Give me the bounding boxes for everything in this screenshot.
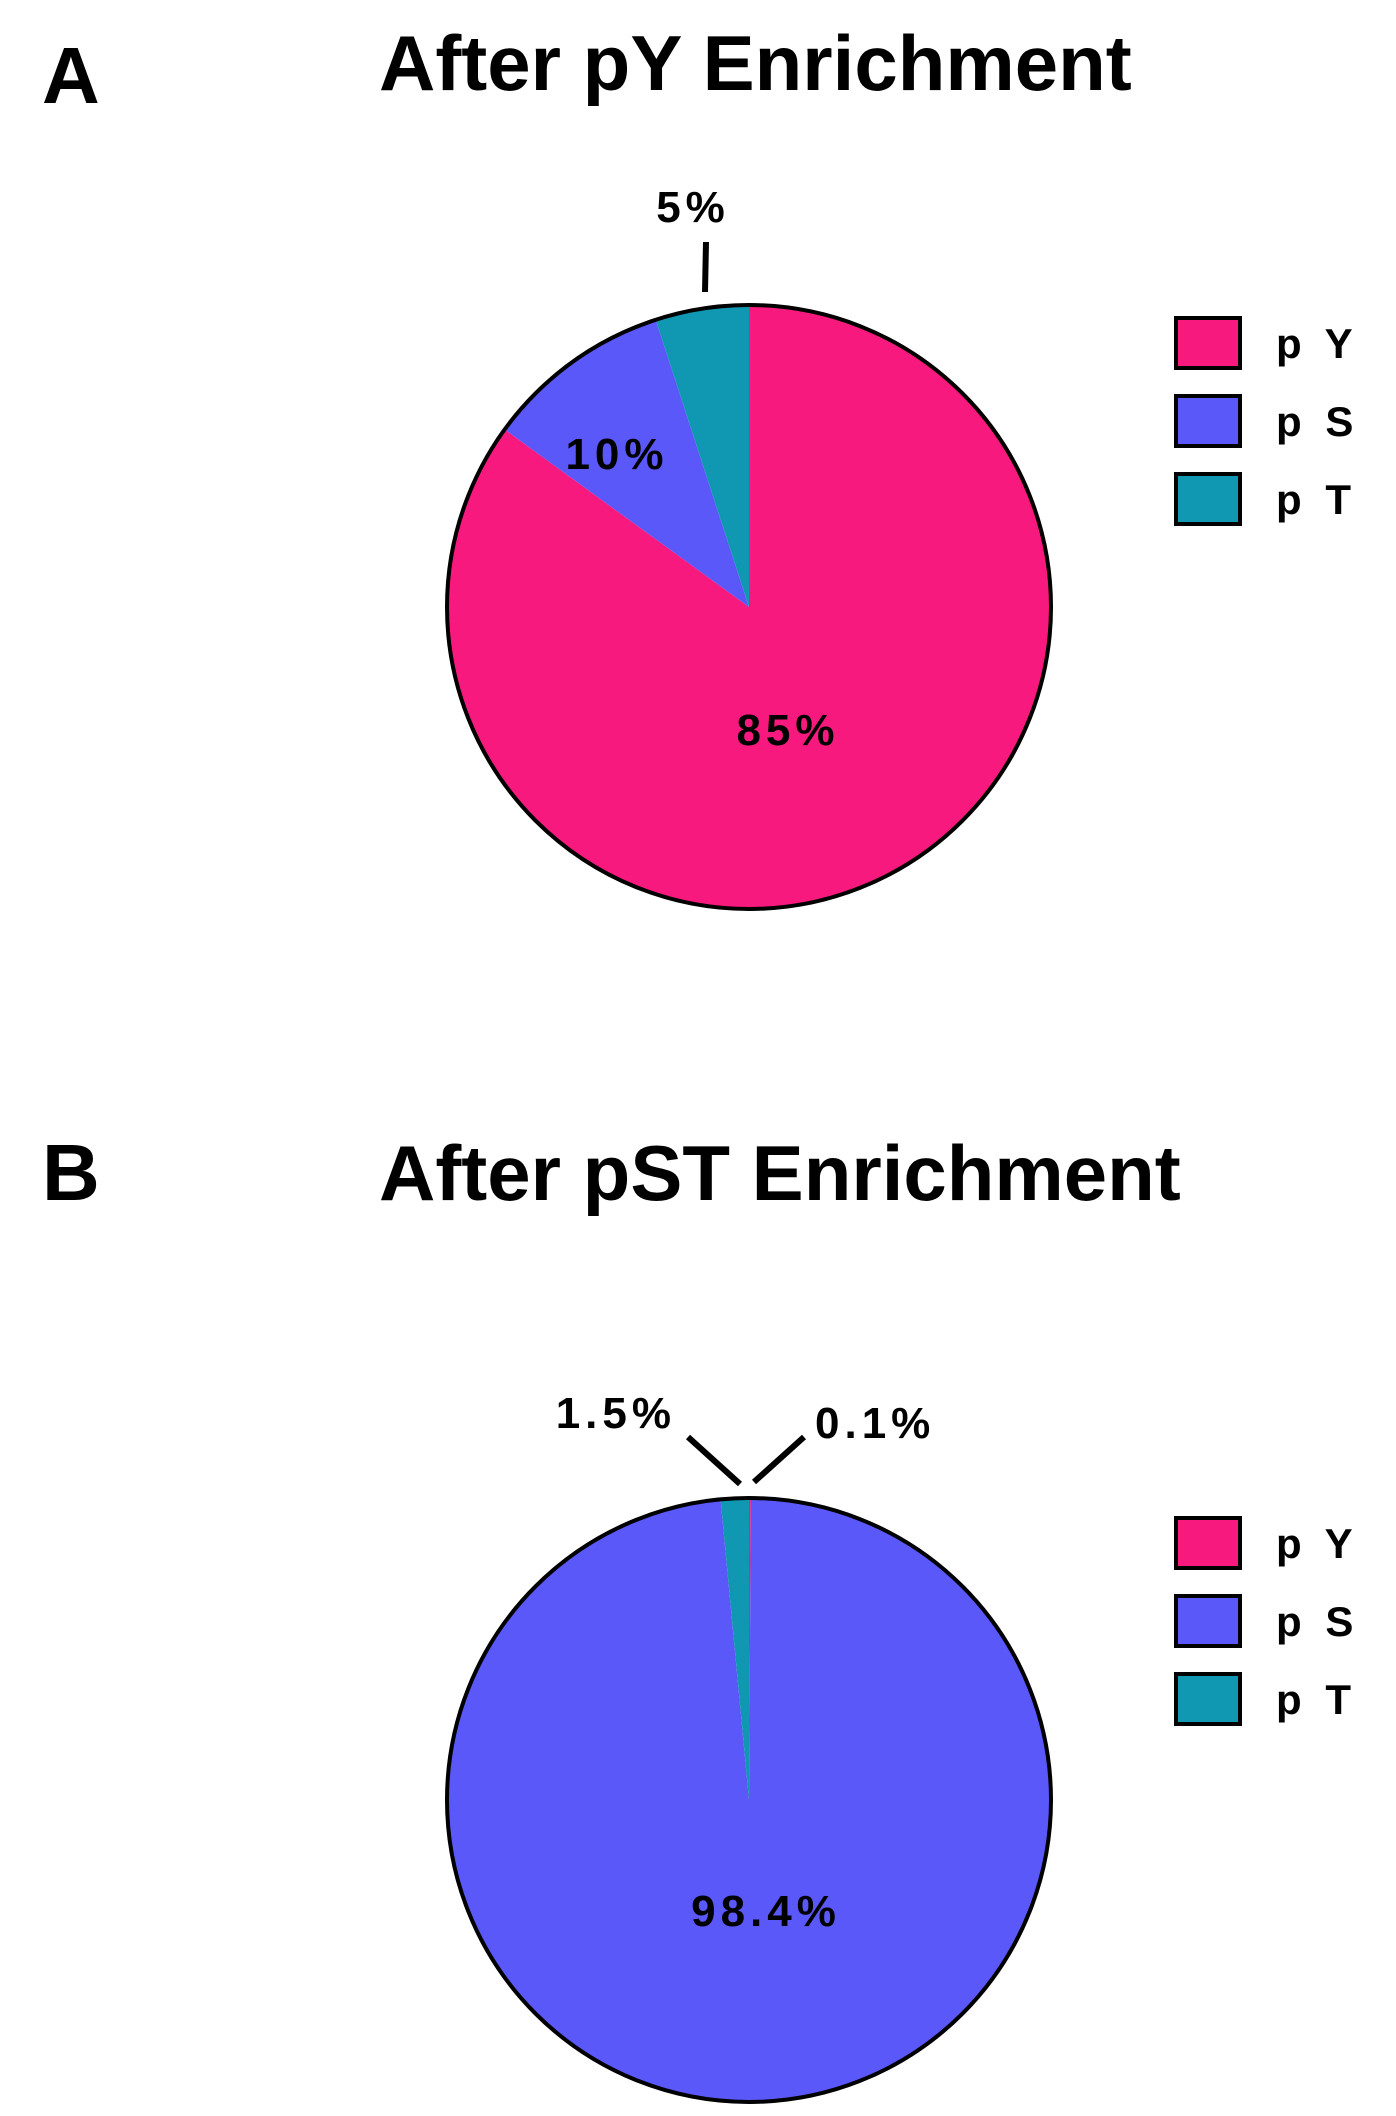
legend-swatch-b-pT — [1174, 1672, 1242, 1726]
slice-labels-a: 85% 10% 5% — [565, 183, 839, 755]
legend-swatch-a-pY — [1174, 316, 1242, 370]
leader-line-b-pT — [685, 1434, 743, 1487]
legend-label-a-pY: p Y — [1276, 320, 1359, 367]
pie-slice-b-pS — [447, 1498, 1052, 2102]
legend-swatch-a-pS — [1174, 394, 1242, 448]
slice-label-b-pY: 0.1% — [815, 1399, 935, 1448]
pie-outline-b — [445, 1496, 1053, 2104]
pie-slice-a-pS — [504, 319, 749, 607]
pie-outline-a — [445, 303, 1053, 911]
legend-label-a-pS: p S — [1276, 398, 1359, 445]
legend-swatch-b-pS — [1174, 1594, 1242, 1648]
legend-swatch-b-pY — [1174, 1516, 1242, 1570]
legend-label-a-pT: p T — [1276, 476, 1357, 523]
legend-label-b-pY: p Y — [1276, 1520, 1359, 1567]
pie-slice-b-pT — [720, 1498, 749, 1800]
slice-label-b-pT: 1.5% — [556, 1389, 676, 1438]
legend-b: p Y p S p T — [1174, 1516, 1359, 1726]
slice-label-a-pS: 10% — [565, 430, 668, 479]
legend-a: p Y p S p T — [1174, 316, 1359, 526]
leader-line-b-pY — [751, 1434, 807, 1485]
pie-a — [445, 303, 1053, 911]
legend-label-b-pS: p S — [1276, 1598, 1359, 1645]
chart-title-b: After pST Enrichment — [379, 1129, 1181, 1217]
slice-labels-b: 0.1% 98.4% 1.5% — [556, 1389, 935, 1936]
slice-label-a-pT: 5% — [656, 183, 730, 232]
legend-label-b-pT: p T — [1276, 1676, 1357, 1723]
slice-label-b-pS: 98.4% — [691, 1887, 841, 1936]
panel-a: A After pY Enrichment 85% 10% 5% p Y p S p T — [42, 19, 1359, 911]
pie-b — [445, 1496, 1053, 2104]
slice-label-a-pY: 85% — [736, 706, 839, 755]
leader-line-a-pT — [702, 241, 709, 293]
chart-title-a: After pY Enrichment — [379, 19, 1132, 107]
legend-swatch-a-pT — [1174, 472, 1242, 526]
panel-letter-b: B — [42, 1128, 100, 1217]
pie-slice-b-pY — [749, 1498, 751, 1800]
panel-letter-a: A — [42, 31, 100, 120]
panel-b: B After pST Enrichment 0.1% 98.4% 1.5% p Y… — [42, 1128, 1359, 2104]
pie-slice-a-pT — [655, 305, 749, 607]
